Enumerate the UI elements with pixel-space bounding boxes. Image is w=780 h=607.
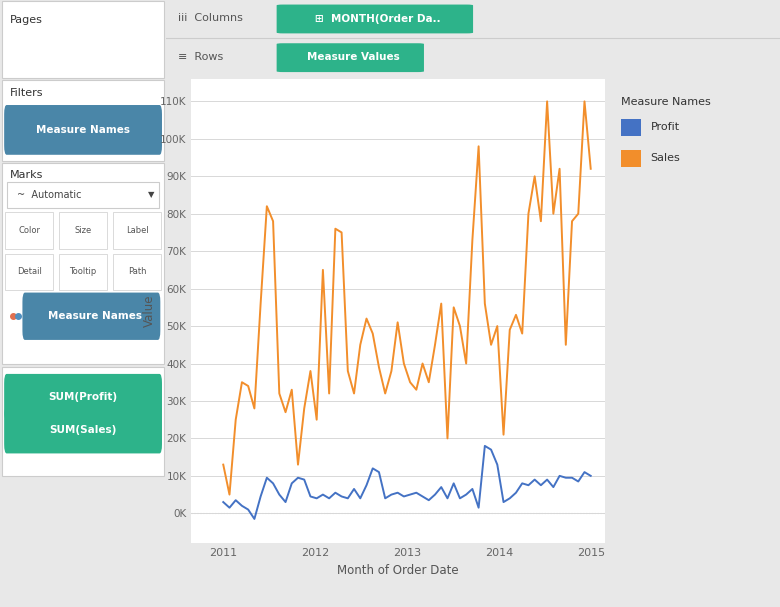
Text: ⊞  MONTH(Order Da..: ⊞ MONTH(Order Da.. [315,14,441,24]
Text: Color: Color [18,226,40,235]
Bar [5,254,53,290]
Text: Tooltip: Tooltip [69,268,97,276]
Text: iii  Columns: iii Columns [179,13,243,23]
Text: Measure Names: Measure Names [36,125,130,135]
Text: Measure Names: Measure Names [621,97,711,106]
Text: Measure Values: Measure Values [10,374,98,384]
Text: Marks: Marks [10,170,44,180]
Text: Pages: Pages [10,15,43,25]
Bar [113,212,161,249]
Text: ~  Automatic: ~ Automatic [16,190,81,200]
Text: Measure Names: Measure Names [48,311,142,321]
Text: SUM(Sales): SUM(Sales) [49,426,117,435]
FancyBboxPatch shape [4,407,162,453]
Text: Path: Path [128,268,147,276]
FancyBboxPatch shape [277,4,473,33]
Bar [59,212,107,249]
Text: Detail: Detail [16,268,41,276]
Text: Profit: Profit [651,123,679,132]
Bar [2,163,165,364]
Bar [2,367,165,476]
Y-axis label: Value: Value [143,295,155,327]
FancyBboxPatch shape [4,374,162,420]
Text: Size: Size [74,226,92,235]
Bar [5,212,53,249]
Bar [7,182,159,208]
Bar [2,1,165,78]
FancyBboxPatch shape [23,293,161,340]
FancyBboxPatch shape [4,105,162,155]
Text: Sales: Sales [651,153,680,163]
Bar [113,254,161,290]
Bar [621,149,641,166]
Text: Measure Values: Measure Values [307,52,399,63]
Bar [621,119,641,136]
Text: Filters: Filters [10,88,44,98]
Text: SUM(Profit): SUM(Profit) [48,392,118,402]
Bar [2,80,165,161]
Text: ≡  Rows: ≡ Rows [179,52,224,62]
FancyBboxPatch shape [277,43,424,72]
Bar [59,254,107,290]
Text: Label: Label [126,226,148,235]
X-axis label: Month of Order Date: Month of Order Date [337,564,459,577]
Text: ▼: ▼ [148,191,154,199]
